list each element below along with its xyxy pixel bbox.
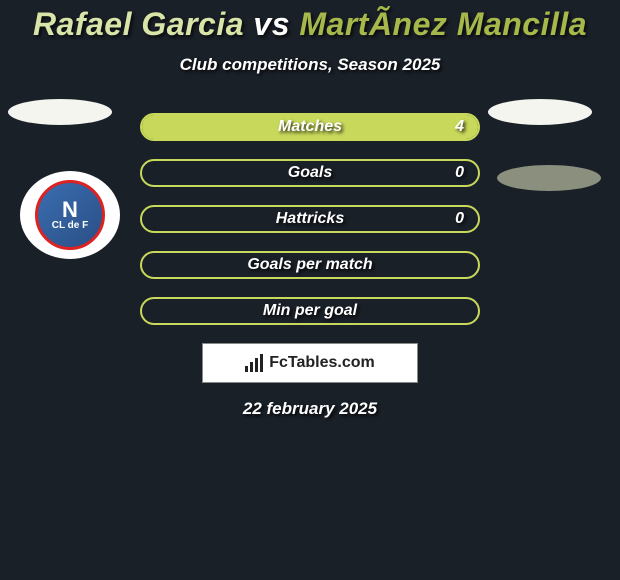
- stat-bar: Goals per match: [140, 251, 480, 279]
- stat-value: 4: [455, 118, 464, 136]
- vs-text: vs: [253, 6, 290, 42]
- comparison-title: Rafael Garcia vs MartÃnez Mancilla: [0, 6, 620, 43]
- stat-bar: Hattricks 0: [140, 205, 480, 233]
- comparison-card: Rafael Garcia vs MartÃnez Mancilla Club …: [0, 0, 620, 419]
- chart-icon: [245, 354, 263, 372]
- stat-label: Goals: [288, 164, 332, 182]
- club-logo-text-main: N: [62, 199, 78, 221]
- stat-value: 0: [455, 164, 464, 182]
- player2-name: MartÃnez Mancilla: [299, 6, 587, 42]
- club-logo: N CL de F: [20, 171, 120, 259]
- stat-row: Min per goal: [0, 297, 620, 325]
- flag-ellipse-right-1: [488, 99, 592, 125]
- stat-row: Goals per match: [0, 251, 620, 279]
- player1-name: Rafael Garcia: [33, 6, 244, 42]
- club-logo-inner: N CL de F: [35, 180, 105, 250]
- stat-value: 0: [455, 210, 464, 228]
- flag-ellipse-left: [8, 99, 112, 125]
- flag-ellipse-right-2: [497, 165, 601, 191]
- subtitle: Club competitions, Season 2025: [0, 55, 620, 75]
- club-logo-text-sub: CL de F: [52, 221, 88, 231]
- footer-brand-badge[interactable]: FcTables.com: [202, 343, 418, 383]
- stat-label: Goals per match: [247, 256, 372, 274]
- stat-bar: Min per goal: [140, 297, 480, 325]
- stat-label: Matches: [278, 118, 342, 136]
- stats-panel: N CL de F Matches4Goals0Hattricks0Goals …: [0, 113, 620, 325]
- stat-bar: Matches 4: [140, 113, 480, 141]
- stat-label: Min per goal: [263, 302, 357, 320]
- stat-label: Hattricks: [276, 210, 344, 228]
- stat-bar: Goals 0: [140, 159, 480, 187]
- date-text: 22 february 2025: [0, 399, 620, 419]
- footer-brand-text: FcTables.com: [269, 354, 375, 372]
